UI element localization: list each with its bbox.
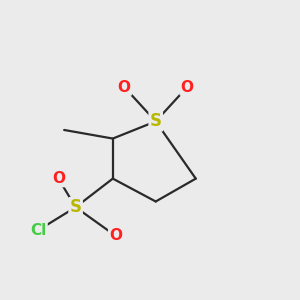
- Text: S: S: [70, 198, 82, 216]
- Text: Cl: Cl: [30, 223, 46, 238]
- Text: O: O: [52, 171, 65, 186]
- Text: O: O: [118, 80, 131, 94]
- Text: S: S: [150, 112, 162, 130]
- Text: O: O: [181, 80, 194, 94]
- Text: O: O: [109, 228, 122, 243]
